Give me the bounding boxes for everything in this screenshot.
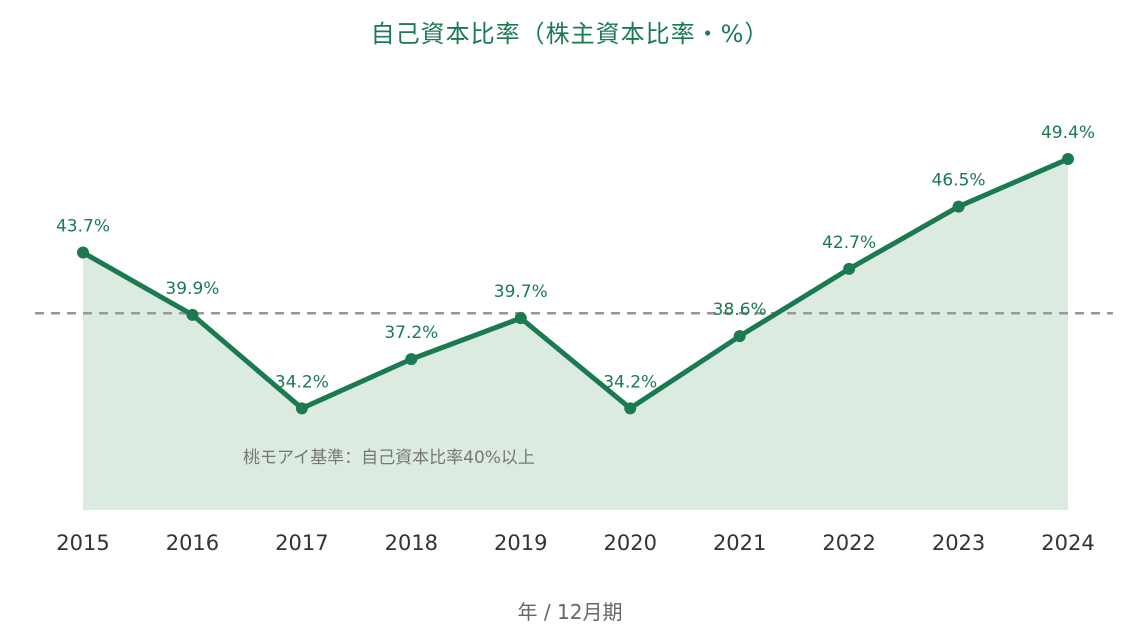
x-tick-label: 2023	[932, 531, 985, 555]
data-label: 39.7%	[494, 282, 548, 302]
data-label: 43.7%	[56, 217, 110, 237]
x-tick-label: 2019	[494, 531, 547, 555]
data-label: 46.5%	[932, 171, 986, 191]
x-tick-label: 2021	[713, 531, 766, 555]
x-tick-label: 2018	[385, 531, 438, 555]
data-label: 42.7%	[822, 233, 876, 253]
area-fill	[83, 159, 1068, 511]
data-label: 34.2%	[275, 372, 329, 392]
data-point	[952, 200, 965, 213]
data-point	[295, 402, 308, 415]
data-point	[77, 246, 89, 259]
data-point	[733, 330, 746, 343]
reference-annotation: 桃モアイ基準：自己資本比率40%以上	[243, 448, 535, 468]
data-label: 49.4%	[1041, 123, 1095, 143]
data-label: 39.9%	[165, 279, 219, 299]
data-point	[1062, 153, 1074, 166]
data-point	[405, 353, 418, 366]
data-point	[514, 312, 527, 325]
x-tick-label: 2020	[603, 531, 656, 555]
chart-title: 自己資本比率（株主資本比率・%）	[370, 20, 770, 48]
x-tick-label: 2022	[822, 531, 875, 555]
data-label: 34.2%	[603, 372, 657, 392]
data-label: 38.6%	[713, 300, 767, 320]
data-point	[843, 262, 856, 275]
x-tick-label: 2016	[166, 531, 219, 555]
x-axis-label: 年 / 12月期	[517, 600, 623, 624]
data-point	[624, 402, 637, 415]
data-point	[186, 308, 199, 321]
x-tick-label: 2017	[275, 531, 328, 555]
x-tick-label: 2015	[56, 531, 109, 555]
data-label: 37.2%	[384, 323, 438, 343]
x-tick-label: 2024	[1041, 531, 1094, 555]
series-line	[80, 156, 1071, 411]
